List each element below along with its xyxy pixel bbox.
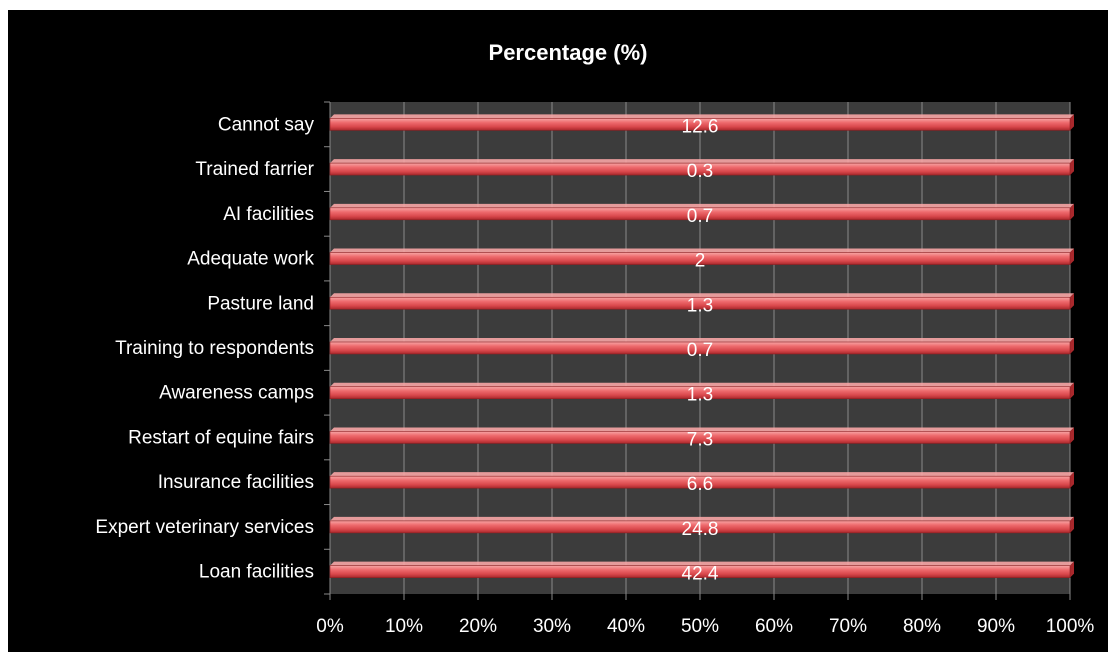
data-label: 7.3 xyxy=(687,429,713,450)
bar xyxy=(329,341,1071,355)
data-label: 0.7 xyxy=(687,340,713,361)
bar-side-face xyxy=(1070,293,1074,310)
bar-top-face xyxy=(330,561,1074,566)
bar-side-face xyxy=(1070,114,1074,131)
category-label: Cannot say xyxy=(218,114,315,135)
category-label: Restart of equine fairs xyxy=(128,427,314,448)
bar xyxy=(329,162,1071,176)
bar-top-face xyxy=(330,159,1074,164)
category-label: Training to respondents xyxy=(115,338,314,359)
bar xyxy=(329,431,1071,444)
x-tick-label: 50% xyxy=(681,616,719,637)
x-tick-label: 10% xyxy=(385,616,423,637)
bar xyxy=(329,386,1071,400)
bar xyxy=(329,565,1071,578)
bar xyxy=(329,296,1071,310)
bar-top-face xyxy=(330,338,1074,342)
bar-top-face xyxy=(330,248,1074,253)
bar xyxy=(329,475,1071,489)
category-label: Expert veterinary services xyxy=(95,517,314,538)
bar-side-face xyxy=(1070,427,1074,444)
data-label: 12.6 xyxy=(682,116,719,137)
data-label: 42.4 xyxy=(682,564,719,585)
x-tick-label: 70% xyxy=(829,616,867,637)
bar-top-face xyxy=(330,114,1074,119)
bar-side-face xyxy=(1070,561,1074,578)
x-tick-label: 30% xyxy=(533,616,571,637)
data-label: 1.3 xyxy=(687,385,713,406)
bar-side-face xyxy=(1070,203,1074,220)
category-label: Awareness camps xyxy=(159,383,314,404)
x-tick-label: 80% xyxy=(903,616,941,637)
x-tick-label: 40% xyxy=(607,616,645,637)
x-tick-label: 60% xyxy=(755,616,793,637)
bar-top-face xyxy=(330,293,1074,298)
bar-top-face xyxy=(330,427,1074,432)
chart-frame: Percentage (%) 0% 10% 20% 30% 40% 50% 60% 70% 80… xyxy=(8,10,1108,652)
bar-top-face xyxy=(330,382,1074,387)
bar xyxy=(329,118,1071,131)
chart-title: Percentage (%) xyxy=(489,40,648,65)
bar xyxy=(329,520,1071,534)
bar-top-face xyxy=(330,203,1074,208)
data-label: 1.3 xyxy=(687,295,713,316)
data-label: 0.3 xyxy=(687,161,713,182)
category-label: Trained farrier xyxy=(195,159,314,180)
data-label: 6.6 xyxy=(687,474,713,495)
data-label: 24.8 xyxy=(682,519,719,540)
x-tick-label: 0% xyxy=(316,616,344,637)
bar-side-face xyxy=(1070,248,1074,265)
category-label: Adequate work xyxy=(187,249,314,270)
bar-side-face xyxy=(1070,382,1074,399)
x-tick-label: 100% xyxy=(1046,616,1095,637)
bar-top-face xyxy=(330,516,1074,521)
bar-chart: Percentage (%) 0% 10% 20% 30% 40% 50% 60% 70% 80… xyxy=(95,40,1095,637)
bar-side-face xyxy=(1070,516,1074,533)
bar xyxy=(329,207,1071,221)
bar-side-face xyxy=(1070,338,1074,354)
data-label: 2 xyxy=(695,251,706,272)
category-label: Pasture land xyxy=(207,293,314,314)
bar-top-face xyxy=(330,472,1074,477)
x-tick-label: 90% xyxy=(977,616,1015,637)
category-label: Insurance facilities xyxy=(158,472,314,493)
data-label: 0.7 xyxy=(687,206,713,227)
bar xyxy=(329,252,1071,265)
x-tick-label: 20% xyxy=(459,616,497,637)
bar-side-face xyxy=(1070,472,1074,489)
category-label: Loan facilities xyxy=(199,562,314,583)
bar-side-face xyxy=(1070,159,1074,176)
category-label: AI facilities xyxy=(223,204,314,225)
